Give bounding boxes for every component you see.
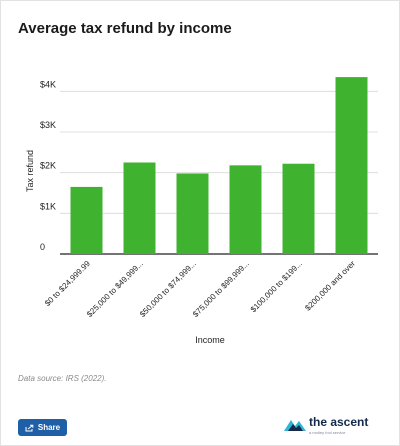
bar [176, 173, 209, 254]
bar [335, 77, 368, 254]
x-tick-label: $100,000 to $199... [249, 259, 304, 314]
ascent-logo-icon [284, 420, 306, 431]
bar [282, 163, 315, 254]
bar [70, 186, 103, 254]
share-icon [25, 424, 34, 431]
x-tick-label: $0 to $24,999.99 [43, 259, 92, 308]
y-tick-label: $1K [40, 201, 56, 211]
grid-lines [60, 90, 378, 255]
y-tick-label: $2K [40, 161, 56, 171]
y-tick-labels: 0 $1K $2K $3K $4K [40, 79, 56, 252]
chart-title: Average tax refund by income [18, 20, 232, 37]
bar [123, 162, 156, 254]
brand-name: the ascent [309, 415, 369, 429]
brand-logo[interactable]: the ascent a motley fool service [283, 413, 383, 439]
brand-tagline: a motley fool service [309, 430, 346, 435]
y-axis-label: Tax refund [25, 150, 35, 192]
bars [70, 77, 368, 254]
x-tick-labels: $0 to $24,999.99$25,000 to $49,999...$50… [43, 259, 357, 319]
data-source-note: Data source: IRS (2022). [18, 374, 107, 383]
bar-chart: 0 $1K $2K $3K $4K $0 to $24,999.99$25,000 to… [25, 77, 378, 345]
share-button[interactable]: Share [18, 419, 67, 436]
x-tick-label: $25,000 to $49,999... [85, 259, 145, 319]
x-tick-label: $75,000 to $99,999... [191, 259, 251, 319]
x-axis-label: Income [195, 335, 225, 345]
bar [229, 165, 262, 254]
y-tick-label: 0 [40, 242, 45, 252]
x-tick-label: $50,000 to $74,999... [138, 259, 198, 319]
share-label: Share [37, 423, 61, 432]
y-tick-label: $4K [40, 79, 56, 89]
y-tick-label: $3K [40, 120, 56, 130]
x-tick-label: $200,000 and over [303, 259, 357, 313]
